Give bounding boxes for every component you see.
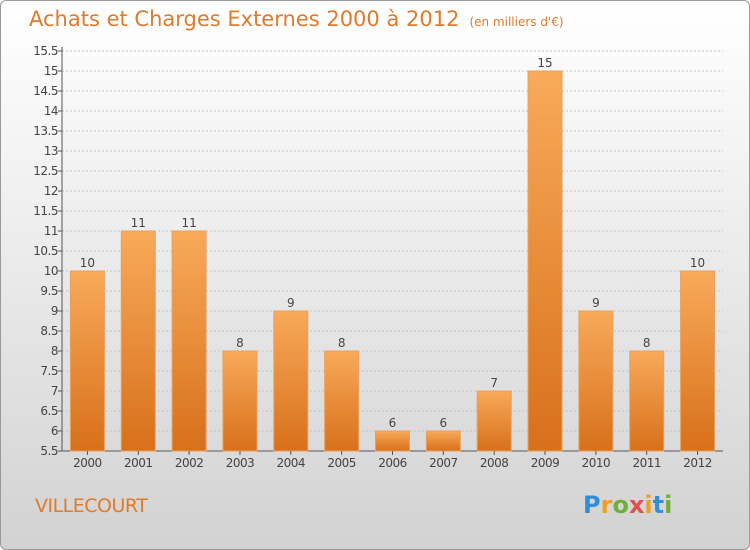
bar xyxy=(171,230,207,452)
y-tick-label: 11 xyxy=(44,224,58,238)
x-tick-label: 2002 xyxy=(175,456,204,470)
y-tick-label: 5.5 xyxy=(40,444,58,458)
bar-value-label: 15 xyxy=(537,56,552,70)
y-tick-label: 9 xyxy=(51,304,58,318)
bar-value-label: 8 xyxy=(236,336,244,350)
proxiti-logo: Proxiti xyxy=(583,491,673,519)
bar xyxy=(425,430,461,452)
bar xyxy=(69,270,105,452)
bar-value-label: 11 xyxy=(131,216,146,230)
x-tick-label: 2005 xyxy=(327,456,356,470)
bar xyxy=(324,350,360,452)
y-tick-label: 7.5 xyxy=(40,364,58,378)
y-tick-label: 12.5 xyxy=(33,164,58,178)
y-tick-label: 14.5 xyxy=(33,84,58,98)
bar xyxy=(222,350,258,452)
bar xyxy=(120,230,156,452)
bar-value-label: 8 xyxy=(643,336,651,350)
bar-value-label: 6 xyxy=(389,416,397,430)
x-tick-label: 2011 xyxy=(632,456,661,470)
y-tick-label: 15 xyxy=(44,64,58,78)
x-tick-label: 2000 xyxy=(73,456,102,470)
bar-value-label: 11 xyxy=(181,216,196,230)
bar-value-label: 6 xyxy=(440,416,448,430)
x-tick-label: 2009 xyxy=(531,456,560,470)
bar xyxy=(578,310,614,452)
x-tick-label: 2006 xyxy=(378,456,407,470)
bar xyxy=(629,350,665,452)
y-tick-label: 9.5 xyxy=(40,284,58,298)
bar xyxy=(375,430,410,452)
town-name: VILLECOURT xyxy=(35,495,148,517)
x-tick-label: 2008 xyxy=(480,456,509,470)
x-tick-label: 2012 xyxy=(683,456,712,470)
bar xyxy=(273,310,309,452)
bar-value-label: 8 xyxy=(338,336,346,350)
bar-value-label: 10 xyxy=(80,256,95,270)
y-tick-label: 11.5 xyxy=(33,204,58,218)
y-tick-label: 13.5 xyxy=(33,124,58,138)
y-tick-label: 10.5 xyxy=(33,244,58,258)
bar xyxy=(680,270,716,452)
bar-value-label: 7 xyxy=(490,376,498,390)
y-tick-label: 7 xyxy=(51,384,58,398)
x-tick-label: 2010 xyxy=(582,456,611,470)
x-tick-label: 2004 xyxy=(277,456,306,470)
y-tick-label: 8.5 xyxy=(40,324,58,338)
y-tick-label: 13 xyxy=(44,144,58,158)
bar xyxy=(476,390,512,452)
bar-value-label: 9 xyxy=(287,296,295,310)
y-tick-label: 14 xyxy=(44,104,58,118)
bar xyxy=(527,70,563,452)
x-tick-label: 2007 xyxy=(429,456,458,470)
y-tick-label: 15.5 xyxy=(33,44,58,58)
y-tick-label: 8 xyxy=(51,344,58,358)
x-tick-label: 2003 xyxy=(226,456,255,470)
chart-title: Achats et Charges Externes 2000 à 2012 (e… xyxy=(29,7,564,31)
bar-value-label: 9 xyxy=(592,296,600,310)
bar-value-label: 10 xyxy=(690,256,705,270)
y-tick-label: 6 xyxy=(51,424,58,438)
y-tick-label: 10 xyxy=(44,264,58,278)
y-tick-label: 12 xyxy=(44,184,58,198)
x-tick-label: 2001 xyxy=(124,456,153,470)
y-tick-label: 6.5 xyxy=(40,404,58,418)
chart-subtitle: (en milliers d'€) xyxy=(469,15,564,29)
